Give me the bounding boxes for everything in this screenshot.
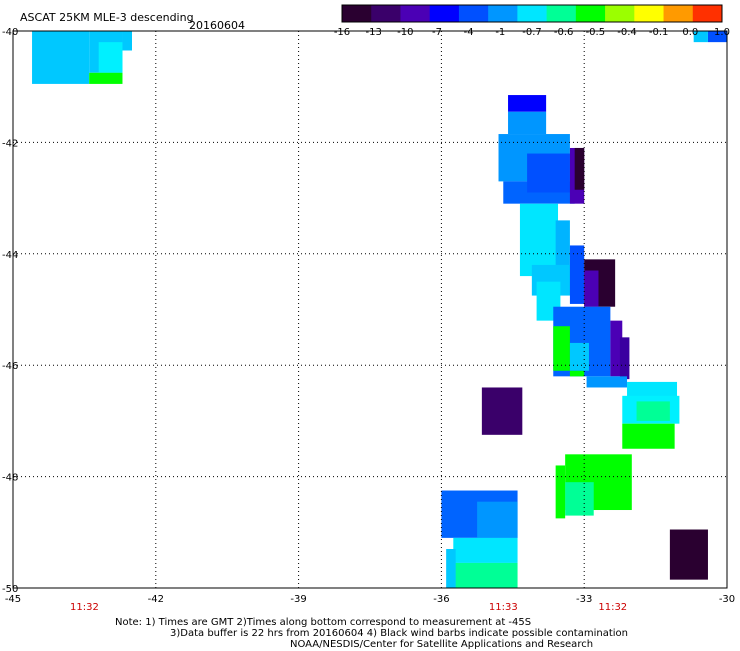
data-cell — [450, 562, 518, 588]
data-cell — [636, 401, 670, 421]
data-cell — [32, 31, 90, 84]
data-cell — [527, 153, 570, 193]
data-cell — [574, 147, 585, 190]
data-cell — [627, 381, 678, 399]
colorbar-swatch — [575, 5, 606, 22]
chart-date: 20160604 — [189, 19, 245, 32]
y-tick-label: -48 — [2, 473, 18, 484]
x-tick-label: -36 — [433, 594, 449, 605]
y-tick-label: -46 — [2, 361, 18, 372]
x-tick-label: -45 — [5, 594, 21, 605]
colorbar-tick-label: -7 — [432, 27, 442, 38]
data-cell — [89, 72, 123, 84]
x-tick-label: -39 — [290, 594, 306, 605]
data-cells — [32, 31, 727, 588]
x-tick-label: -33 — [576, 594, 592, 605]
data-cell — [481, 387, 523, 435]
data-cell — [453, 537, 518, 563]
data-cell — [122, 31, 132, 51]
axis-ticks: -45 -42 -39 -36 -33 -30 -40 -42 -44 -46 -48 -50 — [2, 27, 735, 605]
colorbar-swatch — [517, 5, 548, 22]
colorbar-swatch — [488, 5, 518, 22]
data-cell — [519, 203, 559, 277]
data-cell — [569, 370, 585, 377]
colorbar-tick-label: 1.0 — [714, 27, 730, 38]
x-tick-label: -42 — [148, 594, 164, 605]
colorbar-swatch — [605, 5, 635, 22]
data-cell — [669, 529, 708, 580]
data-cell — [565, 482, 594, 516]
gridlines — [13, 31, 727, 588]
y-tick-label: -50 — [2, 584, 18, 595]
data-cell — [693, 31, 708, 43]
data-cell — [98, 42, 123, 73]
colorbar-tick-label: 0.0 — [682, 27, 698, 38]
colorbar-swatch — [692, 5, 723, 22]
colorbar: -16 -13 -10 -7 -4 -1 -0.7 -0.6 -0.5 -0.4 -0.1 0.0 1.… — [334, 4, 730, 38]
colorbar-tick-label: -1 — [495, 27, 505, 38]
colorbar-tick-label: -10 — [397, 27, 413, 38]
data-cell — [508, 95, 547, 112]
footer-note-line1: Note: 1) Times are GMT 2)Times along bot… — [115, 617, 532, 628]
colorbar-tick-label: -4 — [464, 27, 474, 38]
time-label: 11:32 — [598, 602, 627, 613]
data-cell — [707, 31, 727, 43]
data-cell — [553, 326, 570, 371]
time-label: 11:33 — [489, 602, 518, 613]
y-tick-label: -44 — [2, 250, 18, 261]
colorbar-tick-label: -0.5 — [586, 27, 606, 38]
colorbar-tick-label: -0.4 — [617, 27, 637, 38]
time-label: 11:32 — [70, 602, 99, 613]
x-tick-label: -30 — [719, 594, 735, 605]
plot-frame — [12, 30, 728, 589]
data-cell — [569, 342, 589, 371]
colorbar-swatch — [371, 5, 401, 22]
colorbar-tick-label: -0.7 — [522, 27, 542, 38]
y-tick-label: -40 — [2, 27, 18, 38]
y-tick-label: -42 — [2, 138, 18, 149]
time-labels: 11:32 11:33 11:32 — [70, 602, 627, 613]
data-cell — [555, 220, 570, 277]
colorbar-tick-label: -0.1 — [649, 27, 669, 38]
data-cell — [619, 337, 630, 380]
colorbar-tick-label: -13 — [365, 27, 381, 38]
chart-title: ASCAT 25KM MLE-3 descending — [20, 11, 194, 24]
data-cell — [584, 270, 599, 307]
colorbar-swatch — [634, 5, 665, 22]
colorbar-swatch — [546, 5, 577, 22]
colorbar-tick-label: -0.6 — [554, 27, 574, 38]
colorbar-swatch — [429, 5, 460, 22]
colorbar-swatch — [663, 5, 694, 22]
colorbar-swatch — [342, 5, 372, 22]
data-cell — [446, 549, 456, 588]
colorbar-frame — [341, 4, 723, 23]
colorbar-tick-label: -16 — [334, 27, 350, 38]
footer-note-line2: 3)Data buffer is 22 hrs from 20160604 4)… — [170, 628, 628, 639]
footer-credit: NOAA/NESDIS/Center for Satellite Applica… — [290, 639, 594, 650]
data-cell — [477, 501, 518, 538]
colorbar-swatch — [400, 5, 431, 22]
colorbar-swatch — [458, 5, 489, 22]
data-cell — [555, 465, 566, 519]
data-cell — [569, 245, 585, 304]
data-cell — [622, 423, 675, 449]
data-cell — [610, 320, 623, 377]
data-cell — [586, 376, 628, 388]
data-cell — [508, 111, 547, 135]
